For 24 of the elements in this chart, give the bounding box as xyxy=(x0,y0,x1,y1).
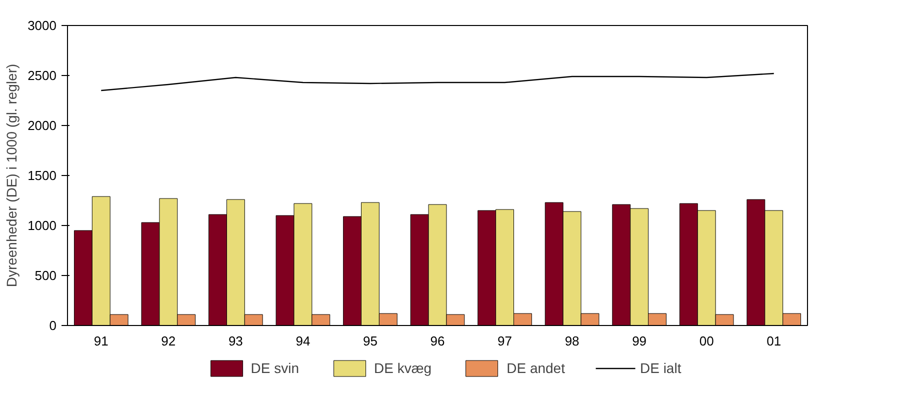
x-tick-label: 97 xyxy=(498,334,512,348)
y-tick-label: 3000 xyxy=(28,18,56,33)
x-tick-label: 93 xyxy=(228,334,243,348)
y-tick-label: 1000 xyxy=(28,218,56,233)
y-tick-label: 2000 xyxy=(28,118,56,133)
y-tick-label: 1500 xyxy=(28,168,56,183)
x-tick-label: 94 xyxy=(296,334,310,348)
x-tick-label: 95 xyxy=(362,334,378,348)
y-tick-label: 2500 xyxy=(28,68,56,83)
legend-label: DE ialt xyxy=(640,360,682,376)
legend-label: DE svin xyxy=(250,360,300,376)
legend-label: DE kvæg xyxy=(374,360,432,376)
x-tick-label: 92 xyxy=(161,334,176,348)
y-tick-label: 500 xyxy=(34,268,57,283)
x-tick-label: 00 xyxy=(699,334,714,348)
y-tick-label: 0 xyxy=(49,318,57,333)
x-tick-label: 91 xyxy=(94,334,108,348)
legend-label: DE andet xyxy=(506,360,565,376)
y-axis-title: Dyreenheder (DE) i 1000 (gl. regler) xyxy=(4,64,20,288)
line-series xyxy=(100,72,774,92)
x-tick-label: 99 xyxy=(632,334,647,348)
x-tick-label: 01 xyxy=(766,334,782,348)
x-tick-label: 96 xyxy=(430,334,445,348)
x-tick-label: 98 xyxy=(564,334,580,348)
